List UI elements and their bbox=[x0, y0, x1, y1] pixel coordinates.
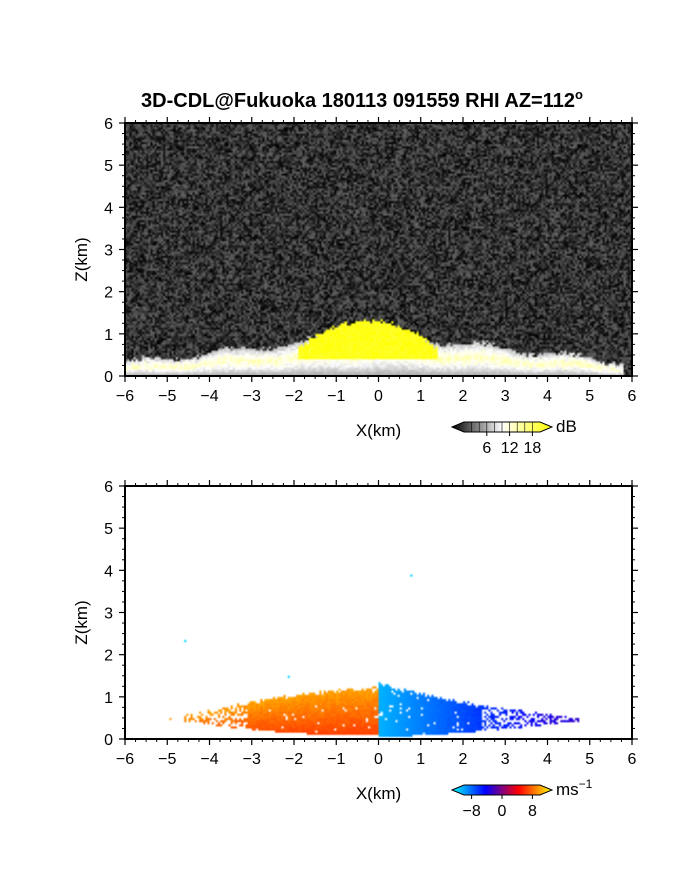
colorbar-unit: ms−1 bbox=[556, 777, 593, 799]
y-tick-label: 4 bbox=[104, 200, 113, 217]
x-tick-label: −4 bbox=[200, 388, 218, 405]
x-tick-label: −1 bbox=[327, 388, 345, 405]
y-tick-label: 0 bbox=[104, 369, 113, 386]
y-tick-label: 5 bbox=[104, 521, 113, 538]
x-tick-label: 3 bbox=[501, 388, 510, 405]
velocity-ylabel: Z(km) bbox=[72, 600, 91, 644]
colorbar-tick-label: 12 bbox=[501, 440, 519, 457]
figure-title: 3D-CDL@Fukuoka 180113 091559 RHI AZ=112o bbox=[141, 87, 583, 112]
y-tick-label: 1 bbox=[104, 690, 113, 707]
y-tick-label: 6 bbox=[104, 479, 113, 496]
velocity-panel: −6 −5 −4 −3 −2 −1 0 1 2 3 4 5 6 0 1 2 3 4 5 6 X(km) Z(km) −… bbox=[72, 479, 638, 820]
x-tick-label: 5 bbox=[585, 751, 594, 768]
colorbar-ramp bbox=[450, 784, 554, 796]
x-tick-label: 1 bbox=[416, 388, 425, 405]
velocity-xlabel: X(km) bbox=[356, 784, 401, 803]
backscatter-colorbar: 6 12 18 dB bbox=[450, 417, 577, 457]
x-tick-label: −3 bbox=[243, 751, 261, 768]
x-tick-label: −1 bbox=[327, 751, 345, 768]
colorbar-tick-label: 8 bbox=[528, 803, 537, 820]
x-tick-label: 6 bbox=[628, 751, 637, 768]
x-tick-label: −6 bbox=[116, 751, 134, 768]
x-tick-label: −6 bbox=[116, 388, 134, 405]
colorbar-tick-label: 0 bbox=[498, 803, 507, 820]
velocity-image bbox=[125, 486, 632, 739]
velocity-axes: −6 −5 −4 −3 −2 −1 0 1 2 3 4 5 6 0 1 2 3 4 5 6 bbox=[104, 479, 638, 768]
x-tick-label: −5 bbox=[158, 388, 176, 405]
x-tick-label: 4 bbox=[543, 388, 552, 405]
x-tick-label: 3 bbox=[501, 751, 510, 768]
x-tick-label: 0 bbox=[374, 388, 383, 405]
x-tick-label: −2 bbox=[285, 388, 303, 405]
x-tick-label: −2 bbox=[285, 751, 303, 768]
backscatter-image bbox=[125, 123, 632, 376]
y-tick-label: 2 bbox=[104, 285, 113, 302]
x-tick-label: 5 bbox=[585, 388, 594, 405]
x-tick-label: 4 bbox=[543, 751, 552, 768]
y-tick-label: 1 bbox=[104, 327, 113, 344]
x-tick-label: 6 bbox=[628, 388, 637, 405]
colorbar-tick-label: 6 bbox=[482, 440, 491, 457]
y-tick-label: 3 bbox=[104, 606, 113, 623]
colorbar-unit: dB bbox=[556, 417, 577, 436]
y-tick-label: 2 bbox=[104, 648, 113, 665]
y-tick-label: 3 bbox=[104, 243, 113, 260]
y-tick-label: 5 bbox=[104, 158, 113, 175]
y-tick-label: 6 bbox=[104, 116, 113, 133]
y-tick-label: 4 bbox=[104, 563, 113, 580]
x-tick-label: −3 bbox=[243, 388, 261, 405]
colorbar-tick-label: 18 bbox=[524, 440, 542, 457]
backscatter-xlabel: X(km) bbox=[356, 421, 401, 440]
x-tick-label: 2 bbox=[459, 388, 468, 405]
y-tick-label: 0 bbox=[104, 732, 113, 749]
backscatter-ylabel: Z(km) bbox=[72, 237, 91, 281]
x-tick-label: 0 bbox=[374, 751, 383, 768]
x-tick-label: −5 bbox=[158, 751, 176, 768]
x-tick-label: −4 bbox=[200, 751, 218, 768]
colorbar-tick-label: −8 bbox=[462, 803, 480, 820]
x-tick-label: 2 bbox=[459, 751, 468, 768]
backscatter-axes: −6 −5 −4 −3 −2 −1 0 1 2 3 4 5 6 0 1 2 3 4 5 6 bbox=[104, 116, 638, 405]
x-tick-label: 1 bbox=[416, 751, 425, 768]
velocity-colorbar: −8 0 8 ms−1 bbox=[450, 777, 593, 820]
